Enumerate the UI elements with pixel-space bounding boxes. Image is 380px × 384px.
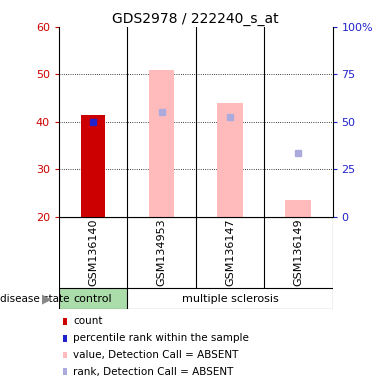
Text: GSM134953: GSM134953: [157, 218, 166, 286]
Text: count: count: [73, 316, 103, 326]
Text: GSM136147: GSM136147: [225, 218, 235, 286]
Title: GDS2978 / 222240_s_at: GDS2978 / 222240_s_at: [112, 12, 279, 26]
Text: multiple sclerosis: multiple sclerosis: [182, 293, 278, 304]
Text: GSM136140: GSM136140: [88, 219, 98, 286]
Text: disease state: disease state: [0, 293, 70, 304]
Text: control: control: [74, 293, 112, 304]
Bar: [59, 288, 127, 309]
Text: percentile rank within the sample: percentile rank within the sample: [73, 333, 249, 343]
Text: rank, Detection Call = ABSENT: rank, Detection Call = ABSENT: [73, 367, 234, 377]
Text: value, Detection Call = ABSENT: value, Detection Call = ABSENT: [73, 350, 239, 360]
Bar: [285, 200, 311, 217]
Bar: [217, 103, 243, 217]
Bar: [149, 70, 174, 217]
Text: GSM136149: GSM136149: [293, 218, 303, 286]
Text: ▶: ▶: [42, 292, 51, 305]
Bar: [81, 115, 105, 217]
